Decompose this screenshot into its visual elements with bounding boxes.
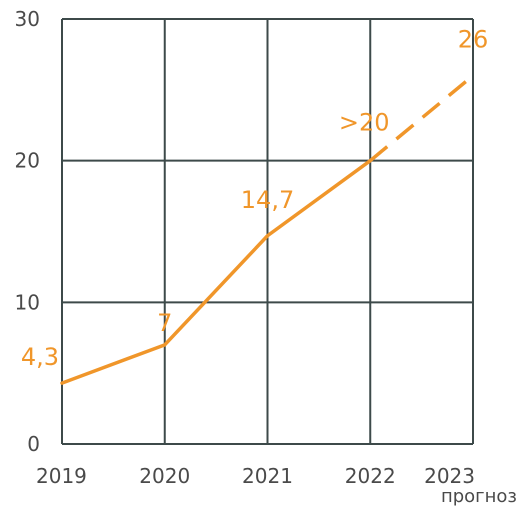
data-label: 7 — [157, 309, 172, 337]
y-tick-label: 20 — [15, 149, 40, 173]
y-axis-ticks: 0 10 20 30 — [15, 7, 40, 456]
x-tick-label: 2019 — [36, 464, 87, 488]
data-labels: 4,3 7 14,7 >20 26 — [21, 26, 488, 371]
data-label: 4,3 — [21, 343, 59, 371]
data-label: 14,7 — [241, 186, 294, 214]
x-tick-label: 2021 — [242, 464, 293, 488]
data-label: 26 — [458, 26, 489, 54]
y-tick-label: 10 — [15, 290, 40, 314]
chart-grid — [61, 18, 474, 445]
y-tick-label: 0 — [27, 432, 40, 456]
x-tick-label: 2023 — [424, 464, 475, 488]
data-label: >20 — [339, 109, 390, 137]
series-lines — [60, 74, 475, 385]
series-line-actual — [60, 158, 372, 385]
x-tick-label: 2022 — [345, 464, 396, 488]
x-tick-label: 2020 — [139, 464, 190, 488]
x-tick-sublabel: прогноз — [441, 486, 517, 507]
series-line-forecast — [369, 74, 475, 163]
y-tick-label: 30 — [15, 7, 40, 31]
